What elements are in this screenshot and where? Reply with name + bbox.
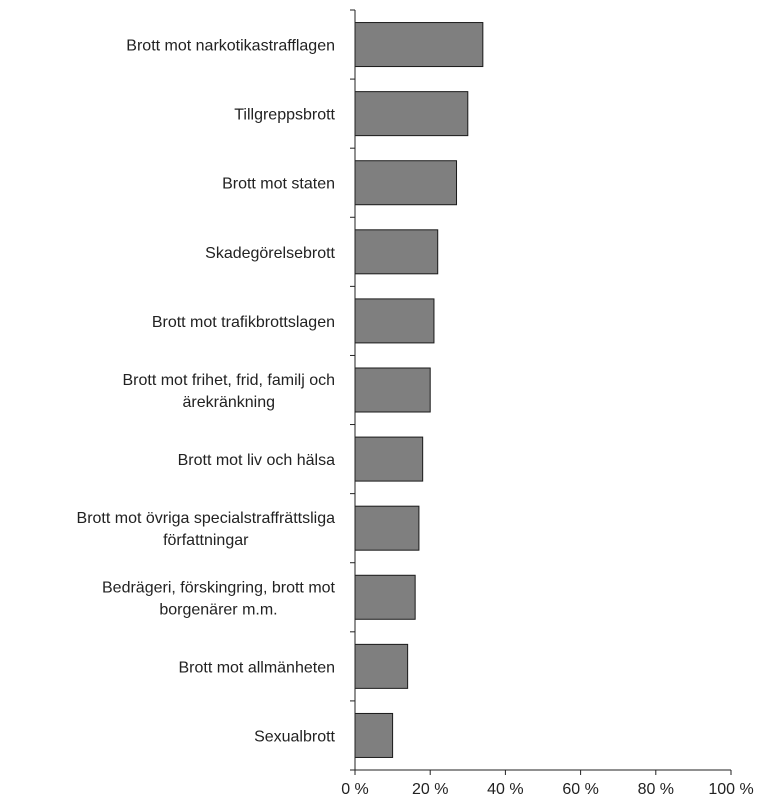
category-label-line: Brott mot allmänheten: [178, 659, 335, 676]
category-label-line: Skadegörelsebrott: [205, 245, 335, 262]
bar: [354, 505, 420, 551]
category-label-line: Brott mot liv och hälsa: [178, 452, 336, 469]
x-tick-label: 20 %: [412, 781, 448, 798]
bar: [354, 574, 416, 620]
category-label: Brott mot trafikbrottslagen: [152, 314, 335, 331]
category-label: Brott mot liv och hälsa: [178, 452, 336, 469]
bar: [354, 229, 439, 275]
category-label-line: Brott mot narkotikastrafflagen: [126, 38, 335, 55]
bar: [354, 91, 469, 137]
category-label-line: författningar: [163, 532, 249, 549]
bar: [354, 160, 458, 206]
category-label-line: Sexualbrott: [254, 728, 335, 745]
bars-group: [354, 22, 484, 758]
bar: [354, 367, 431, 413]
x-tick-label: 0 %: [341, 781, 369, 798]
category-label-line: Tillgreppsbrott: [234, 107, 335, 124]
category-label-line: Brott mot frihet, frid, familj och: [122, 372, 335, 389]
category-label: Brott mot övriga specialstraffrättsliga f…: [77, 510, 336, 549]
category-label: Brott mot narkotikastrafflagen: [126, 38, 335, 55]
bar: [354, 22, 484, 68]
category-labels-group: Brott mot narkotikastrafflagen Tillgrepps…: [77, 38, 336, 746]
category-label: Sexualbrott: [254, 728, 335, 745]
category-label-line: Bedrägeri, förskingring, brott mot: [102, 579, 336, 596]
category-label-line: Brott mot trafikbrottslagen: [152, 314, 335, 331]
category-label: Bedrägeri, förskingring, brott mot borgen…: [102, 579, 336, 618]
x-tick-label: 60 %: [562, 781, 598, 798]
category-label: Brott mot staten: [222, 176, 335, 193]
x-tick-label: 80 %: [638, 781, 674, 798]
x-tick-label: 100 %: [708, 781, 753, 798]
bar: [354, 712, 394, 758]
bar: [354, 436, 424, 482]
category-label-line: Brott mot staten: [222, 176, 335, 193]
x-tick-label: 40 %: [487, 781, 523, 798]
category-label-line: ärekränkning: [182, 394, 275, 411]
category-label: Brott mot allmänheten: [178, 659, 335, 676]
category-label-line: borgenärer m.m.: [159, 601, 277, 618]
category-label: Tillgreppsbrott: [234, 107, 335, 124]
category-label: Skadegörelsebrott: [205, 245, 335, 262]
category-label: Brott mot frihet, frid, familj och ärekrä…: [122, 372, 335, 411]
bar: [354, 643, 409, 689]
axes-group: 0 % 20 % 40 % 60 % 80 % 100 %: [341, 9, 754, 798]
category-label-line: Brott mot övriga specialstraffrättsliga: [77, 510, 336, 527]
bar: [354, 298, 435, 344]
